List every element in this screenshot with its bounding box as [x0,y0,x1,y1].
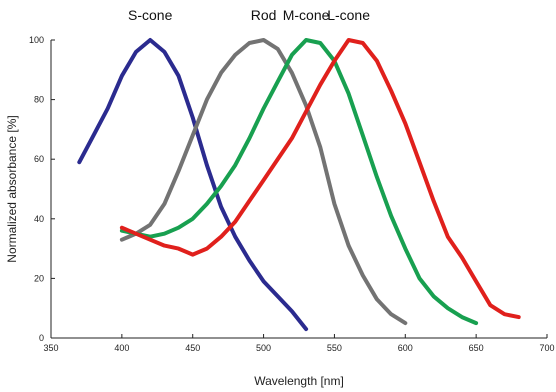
series-line-rod [119,38,408,326]
x-tick-label: 400 [114,343,129,353]
series-label-s-cone: S-cone [128,7,173,23]
y-tick-label: 0 [39,333,44,343]
x-tick-label: 550 [327,343,342,353]
y-tick-label: 20 [34,273,44,283]
y-axis-label: Normalized absorbance [%] [5,115,19,262]
y-tick-label: 80 [34,95,44,105]
series-line-l-cone [119,38,521,320]
x-tick-label: 600 [398,343,413,353]
axes: 350 400 450 500 550 600 650 700 0 20 40 60 80 100 [29,35,555,353]
series-label-rod: Rod [251,7,277,23]
series-label-l-cone: L-cone [327,7,370,23]
x-axis-label: Wavelength [nm] [254,374,344,388]
series-line-m-cone [119,38,479,326]
series-layer [77,38,521,332]
series-line-s-cone [77,38,309,332]
y-tick-label: 100 [29,35,44,45]
x-tick-label: 650 [469,343,484,353]
x-tick-label: 350 [43,343,58,353]
y-tick-label: 60 [34,154,44,164]
series-label-m-cone: M-cone [283,7,330,23]
y-tick-label: 40 [34,214,44,224]
x-tick-label: 700 [539,343,554,353]
x-tick-label: 500 [256,343,271,353]
x-tick-label: 450 [185,343,200,353]
